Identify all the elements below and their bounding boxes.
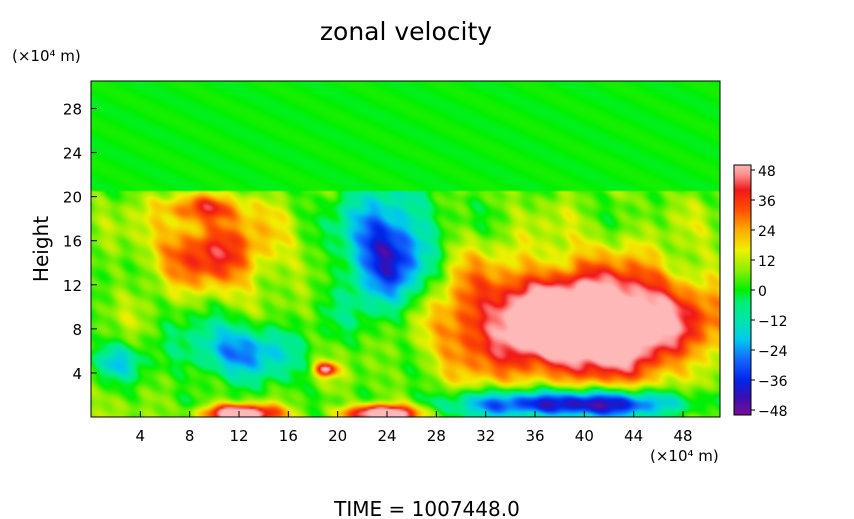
colorbar-tick-label: 24: [758, 224, 776, 240]
x-tick-label: 28: [427, 427, 446, 445]
colorbar-tick-label: 36: [758, 194, 776, 210]
x-tick-label: 24: [377, 427, 396, 445]
colorbar-tick-label: 48: [758, 164, 776, 180]
chart-title: zonal velocity: [320, 17, 492, 46]
y-tick-label: 8: [72, 321, 82, 339]
y-tick-label: 24: [63, 145, 82, 163]
x-tick-label: 12: [229, 427, 248, 445]
y-tick-label: 4: [72, 365, 82, 383]
time-label: TIME = 1007448.0: [333, 497, 520, 519]
x-tick-label: 48: [673, 427, 692, 445]
x-tick-label: 20: [328, 427, 347, 445]
x-axis-unit: (×10⁴ m): [650, 447, 719, 465]
x-tick-label: 16: [279, 427, 298, 445]
y-tick-label: 12: [63, 277, 82, 295]
colorbar-tick-label: 0: [758, 284, 767, 300]
colorbar: 48 36 24 12 0 −12 −24 −36 −48: [733, 164, 788, 420]
x-tick-label: 32: [476, 427, 495, 445]
y-axis-unit: (×10⁴ m): [12, 47, 81, 65]
y-axis-ticks: 4 8 12 16 20 24 28: [63, 101, 97, 383]
colorbar-gradient: [733, 164, 752, 416]
y-axis-label: Height: [29, 216, 53, 282]
colorbar-tick-label: 12: [758, 254, 776, 270]
y-tick-label: 20: [63, 189, 82, 207]
y-tick-label: 16: [63, 233, 82, 251]
colorbar-tick-label: −24: [758, 344, 788, 360]
plot-frame: [90, 80, 721, 418]
x-tick-label: 40: [575, 427, 594, 445]
x-tick-label: 36: [525, 427, 544, 445]
colorbar-tick-label: −48: [758, 404, 788, 420]
y-tick-label: 28: [63, 101, 82, 119]
colorbar-ticks: 48 36 24 12 0 −12 −24 −36 −48: [751, 164, 788, 420]
x-tick-label: 44: [624, 427, 643, 445]
x-tick-label: 4: [136, 427, 146, 445]
heatmap-field: [91, 81, 720, 417]
colorbar-tick-label: −36: [758, 374, 788, 390]
x-axis-ticks: 4 8 12 16 20 24 28 32 36 40 44 48: [136, 411, 693, 445]
x-tick-label: 8: [185, 427, 195, 445]
colorbar-tick-label: −12: [758, 314, 788, 330]
